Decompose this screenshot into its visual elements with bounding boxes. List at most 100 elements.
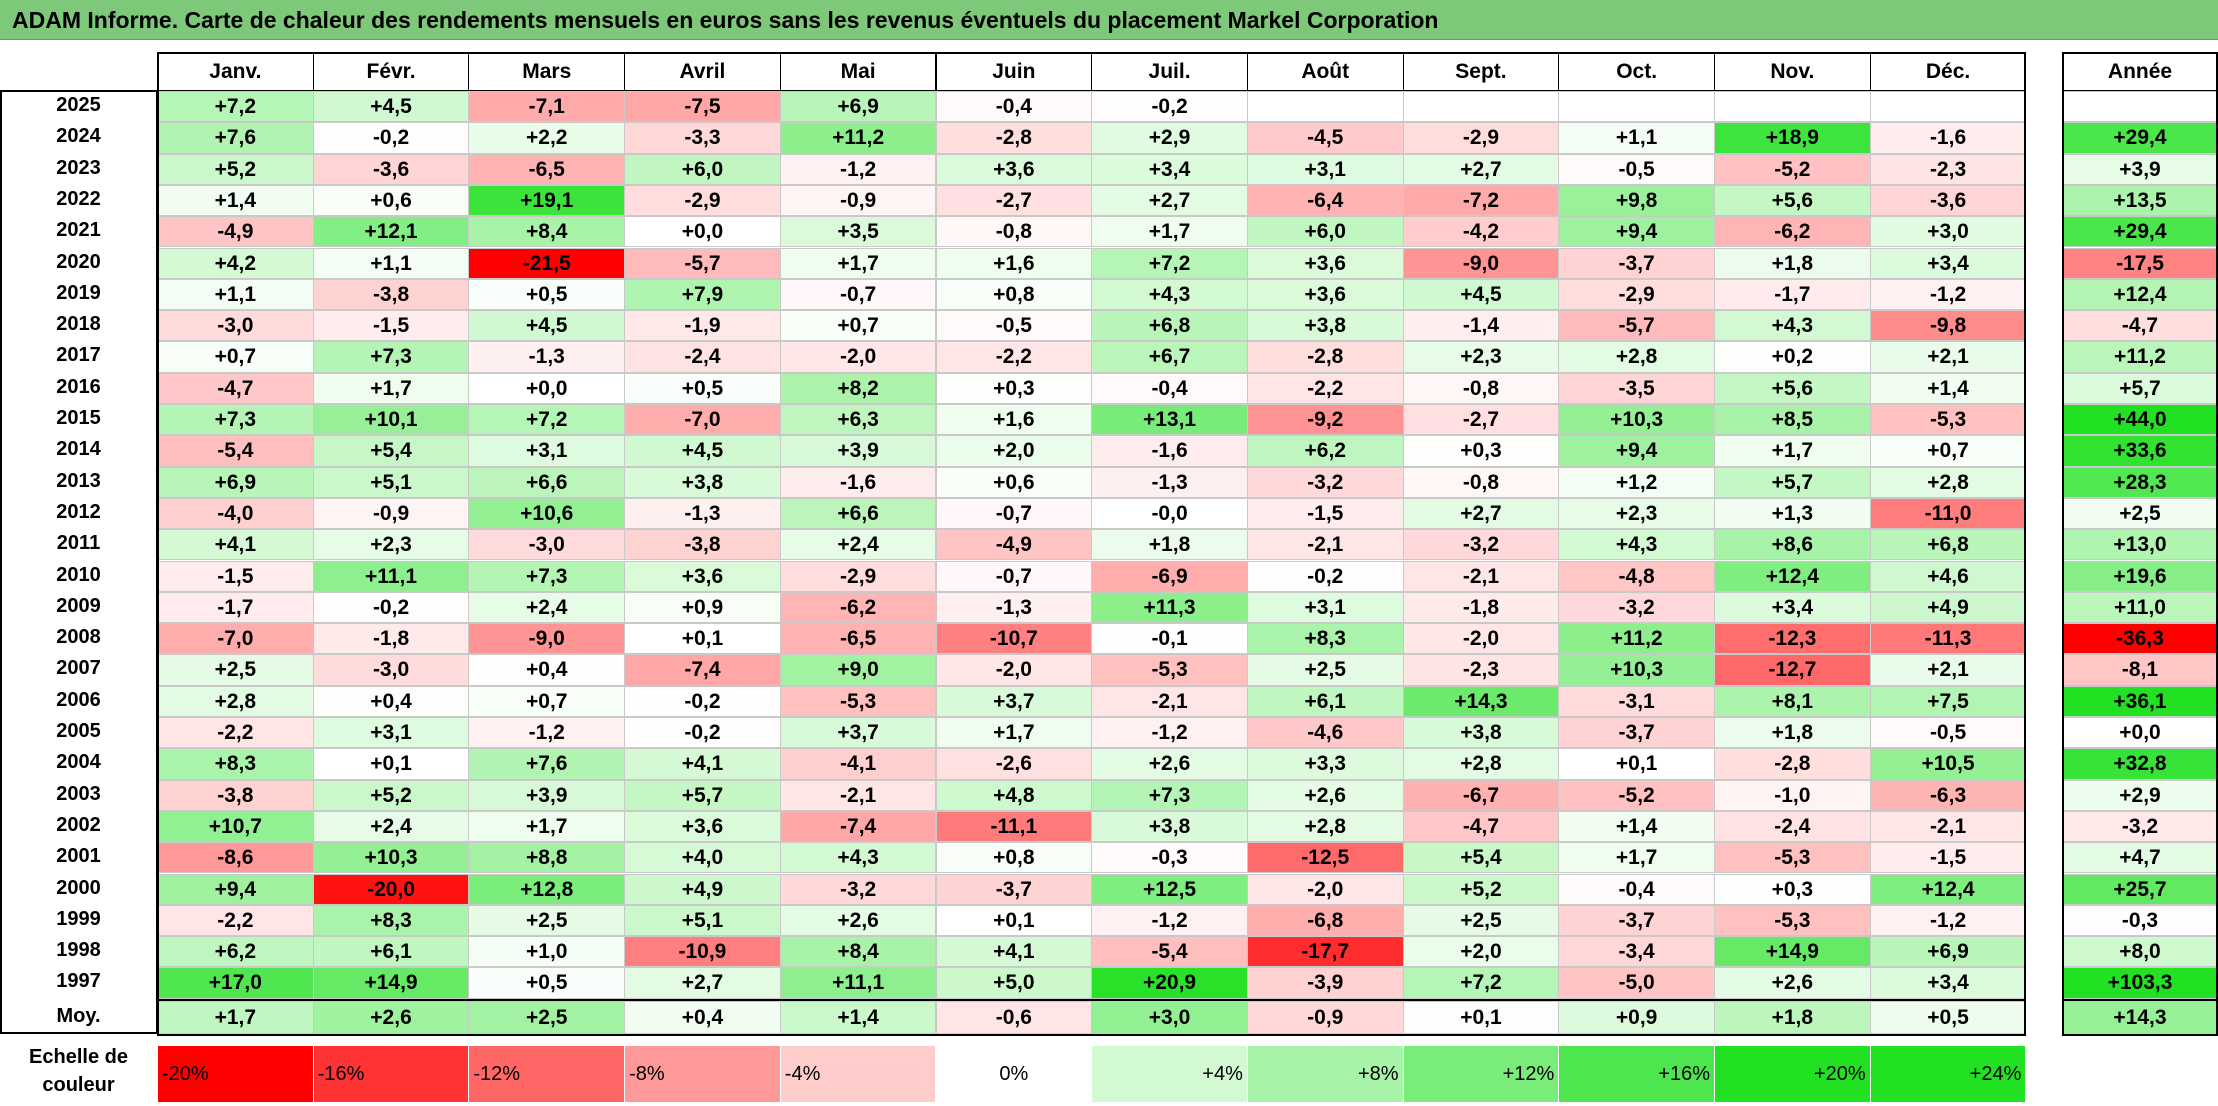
heat-cell-2017-9: +2,3: [1402, 341, 1560, 373]
heat-cell-2023-5: -1,2: [779, 153, 937, 185]
heat-cell-1997-1: +17,0: [157, 967, 314, 999]
average-cell-10: +0,9: [1558, 1000, 1715, 1034]
heat-cell-2007-11: -12,7: [1714, 654, 1871, 686]
heat-cell-2011-3: -3,0: [468, 529, 626, 561]
heat-cell-2022-9: -7,2: [1402, 184, 1560, 217]
annual-cell-2001: +4,7: [2062, 842, 2218, 874]
heat-cell-2024-5: +11,2: [779, 122, 937, 154]
heat-cell-2019-10: -2,9: [1558, 278, 1715, 311]
heat-cell-1999-12: -1,2: [1869, 904, 2027, 937]
year-label-2001: 2001: [56, 845, 101, 868]
year-label-2021: 2021: [56, 219, 101, 242]
heat-cell-2022-12: -3,6: [1869, 184, 2027, 217]
heat-cell-2017-10: +2,8: [1558, 341, 1715, 373]
heat-cell-2021-11: -6,2: [1714, 216, 1871, 248]
heat-cell-2009-8: +3,1: [1246, 591, 1404, 624]
heat-cell-1998-3: +1,0: [468, 936, 626, 968]
heat-cell-2025-9: [1402, 91, 1560, 123]
heat-cell-2007-3: +0,4: [468, 654, 626, 686]
color-scale-stop-5: -4%: [779, 1045, 937, 1103]
heat-cell-2015-7: +13,1: [1091, 404, 1248, 436]
heat-cell-2013-5: -1,6: [779, 466, 937, 498]
heat-cell-2001-6: +0,8: [935, 842, 1093, 874]
year-label-2014: 2014: [56, 438, 101, 461]
heat-cell-2000-6: -3,7: [935, 873, 1093, 905]
heat-cell-2022-6: -2,7: [935, 184, 1093, 217]
heat-cell-2006-11: +8,1: [1714, 685, 1871, 717]
heat-cell-2021-3: +8,4: [468, 216, 626, 248]
year-label-2024: 2024: [56, 125, 101, 148]
heat-cell-1997-5: +11,1: [779, 967, 937, 999]
average-cell-6: -0,6: [935, 1000, 1093, 1034]
annual-cell-2003: +2,9: [2062, 779, 2218, 811]
heat-cell-2004-6: -2,6: [935, 748, 1093, 780]
heat-cell-2024-4: -3,3: [624, 122, 781, 154]
month-header-2: Févr.: [312, 52, 470, 91]
average-cell-3: +2,5: [468, 1000, 626, 1034]
heat-cell-2002-4: +3,6: [624, 810, 781, 843]
heat-cell-2004-1: +8,3: [157, 748, 314, 780]
year-label-2022: 2022: [56, 187, 101, 210]
heat-cell-2018-6: -0,5: [935, 310, 1093, 342]
heat-cell-2010-12: +4,6: [1869, 560, 2027, 592]
heat-cell-2020-6: +1,6: [935, 247, 1093, 279]
heat-cell-2015-3: +7,2: [468, 404, 626, 436]
heat-cell-2012-9: +2,7: [1402, 497, 1560, 530]
heat-cell-2012-12: -11,0: [1869, 497, 2027, 530]
annual-cell-2019: +12,4: [2062, 278, 2218, 311]
heat-cell-1998-8: -17,7: [1246, 936, 1404, 968]
heat-cell-2004-9: +2,8: [1402, 748, 1560, 780]
annual-cell-2017: +11,2: [2062, 341, 2218, 373]
heat-cell-2025-11: [1714, 91, 1871, 123]
heat-cell-2012-7: -0,0: [1091, 497, 1248, 530]
heat-cell-2006-10: -3,1: [1558, 685, 1715, 717]
heat-cell-2015-9: -2,7: [1402, 404, 1560, 436]
month-header-6: Juin: [935, 52, 1093, 91]
heat-cell-2000-12: +12,4: [1869, 873, 2027, 905]
heat-cell-2021-9: -4,2: [1402, 216, 1560, 248]
year-label-2015: 2015: [56, 407, 101, 429]
heat-cell-2009-3: +2,4: [468, 591, 626, 624]
year-label-2000: 2000: [56, 876, 101, 899]
heat-cell-2020-8: +3,6: [1246, 247, 1404, 279]
heat-cell-2025-8: [1246, 91, 1404, 123]
heat-cell-2021-10: +9,4: [1558, 216, 1715, 248]
color-scale-label: Echelle de couleur: [0, 1043, 157, 1099]
heat-cell-2016-12: +1,4: [1869, 372, 2027, 404]
heat-cell-2008-1: -7,0: [157, 623, 314, 655]
heat-cell-2023-3: -6,5: [468, 153, 626, 185]
heat-cell-2001-10: +1,7: [1558, 842, 1715, 874]
year-label-2025: 2025: [56, 94, 101, 116]
heat-cell-2019-5: -0,7: [779, 278, 937, 311]
heat-cell-2024-10: +1,1: [1558, 122, 1715, 154]
month-header-10: Oct.: [1558, 52, 1715, 91]
heat-cell-2005-6: +1,7: [935, 717, 1093, 749]
heat-cell-2011-8: -2,1: [1246, 529, 1404, 561]
annual-cell-2021: +29,4: [2062, 216, 2218, 248]
heat-cell-2012-11: +1,3: [1714, 497, 1871, 530]
heat-cell-2013-4: +3,8: [624, 466, 781, 498]
heat-cell-2008-9: -2,0: [1402, 623, 1560, 655]
year-label-2013: 2013: [56, 469, 101, 492]
heat-cell-2015-11: +8,5: [1714, 404, 1871, 436]
heat-cell-2012-2: -0,9: [312, 497, 470, 530]
heat-cell-2005-12: -0,5: [1869, 717, 2027, 749]
heat-cell-2022-7: +2,7: [1091, 184, 1248, 217]
heat-cell-2014-12: +0,7: [1869, 435, 2027, 467]
heat-cell-2000-3: +12,8: [468, 873, 626, 905]
heat-cell-2013-6: +0,6: [935, 466, 1093, 498]
year-label-2008: 2008: [56, 626, 101, 649]
heat-cell-2014-2: +5,4: [312, 435, 470, 467]
heat-cell-2025-2: +4,5: [312, 91, 470, 123]
heat-cell-1998-9: +2,0: [1402, 936, 1560, 968]
heat-cell-2002-7: +3,8: [1091, 810, 1248, 843]
heat-cell-2011-1: +4,1: [157, 529, 314, 561]
heat-cell-2024-11: +18,9: [1714, 122, 1871, 154]
heat-cell-2017-7: +6,7: [1091, 341, 1248, 373]
heat-cell-2018-5: +0,7: [779, 310, 937, 342]
heat-cell-2005-9: +3,8: [1402, 717, 1560, 749]
annual-cell-2008: -36,3: [2062, 623, 2218, 655]
heat-cell-2013-1: +6,9: [157, 466, 314, 498]
month-header-1: Janv.: [157, 52, 314, 91]
heat-cell-2015-10: +10,3: [1558, 404, 1715, 436]
